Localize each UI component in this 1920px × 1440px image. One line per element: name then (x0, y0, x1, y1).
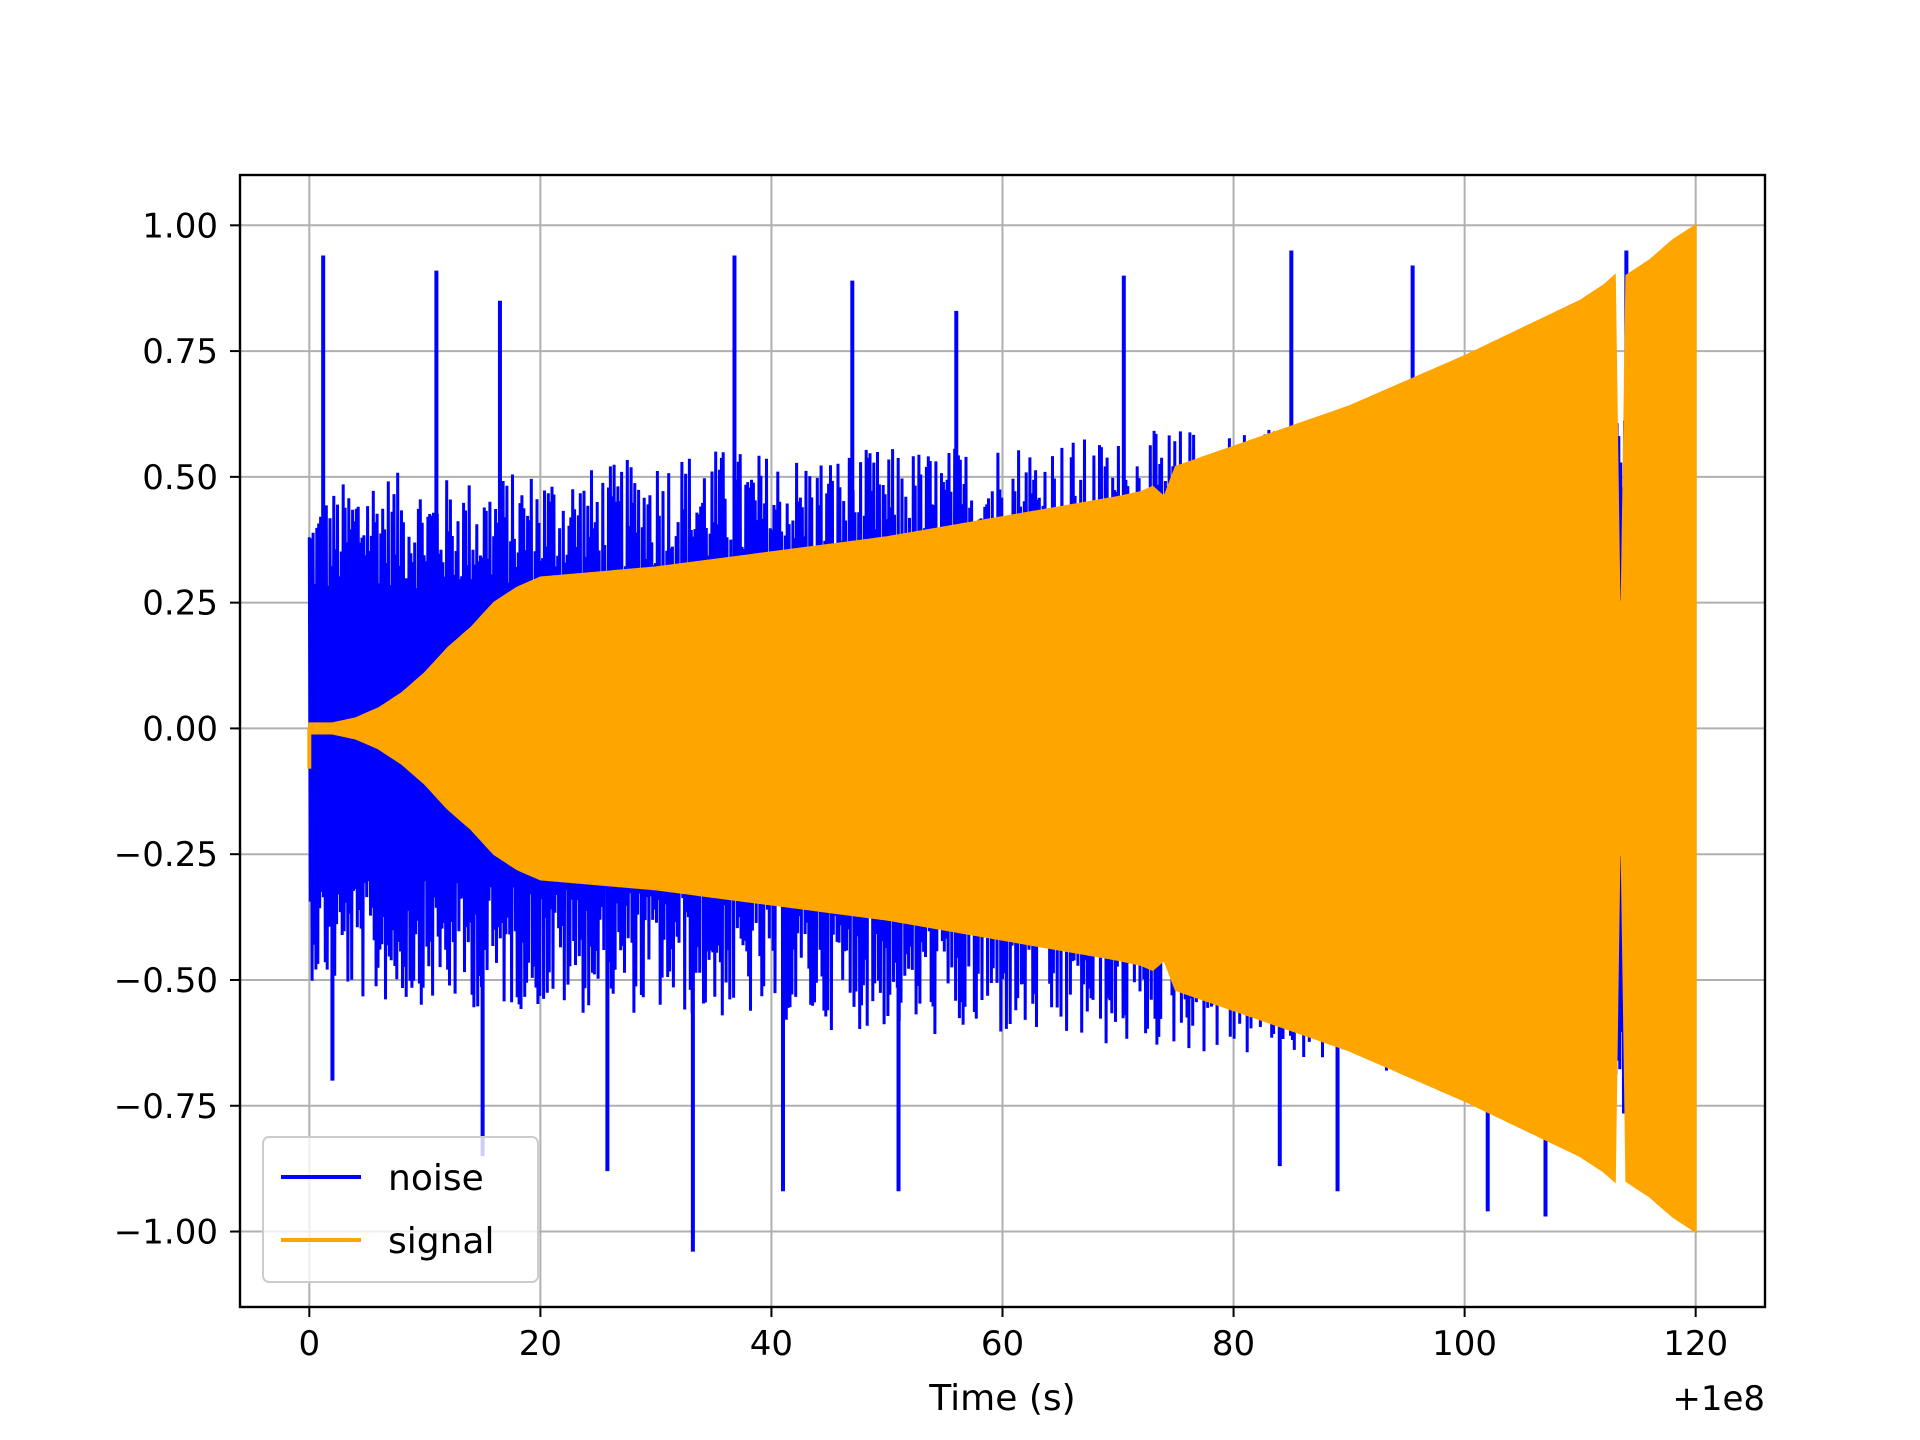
y-tick-label: 0.50 (142, 458, 218, 498)
legend-label: noise (388, 1158, 484, 1199)
y-tick-label: −1.00 (114, 1213, 218, 1253)
y-tick-label: −0.25 (114, 835, 218, 875)
x-tick-label: 100 (1432, 1324, 1497, 1364)
legend-label: signal (388, 1221, 495, 1262)
x-axis: 0 20 40 60 80 100 120 (298, 1307, 1728, 1364)
x-axis-offset-label: +1e8 (1672, 1379, 1765, 1419)
legend: noise signal (262, 1136, 539, 1283)
y-tick-label: −0.50 (114, 961, 218, 1001)
x-axis-label: Time (s) (928, 1378, 1075, 1419)
x-tick-label: 80 (1212, 1324, 1255, 1364)
y-axis: 1.00 0.75 0.50 0.25 0.00 −0.25 −0.50 −0.75 −1.00 (114, 206, 240, 1253)
y-tick-label: 0.00 (142, 709, 218, 749)
legend-box (262, 1136, 539, 1283)
x-tick-label: 60 (981, 1324, 1024, 1364)
series-signal-band (308, 223, 1697, 1234)
plot-area (307, 223, 1697, 1252)
y-tick-label: −0.75 (114, 1087, 218, 1127)
x-tick-label: 20 (519, 1324, 562, 1364)
y-tick-label: 0.25 (142, 584, 218, 624)
x-tick-label: 120 (1663, 1324, 1728, 1364)
y-tick-label: 1.00 (142, 206, 218, 246)
x-tick-label: 0 (298, 1324, 320, 1364)
y-tick-label: 0.75 (142, 332, 218, 372)
series-layer (307, 223, 1697, 1252)
x-tick-label: 40 (750, 1324, 793, 1364)
